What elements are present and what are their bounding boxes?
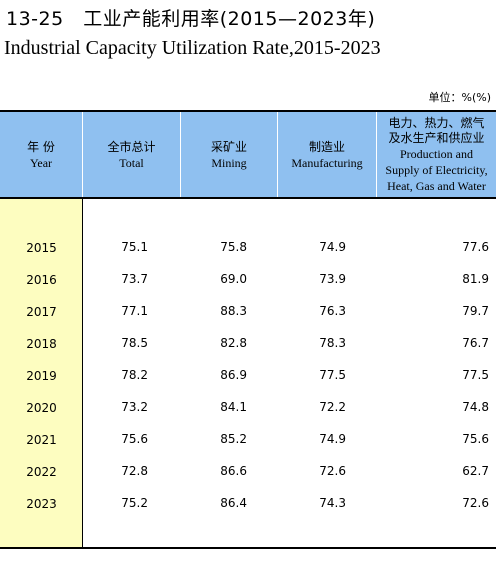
cell-manufacturing: 78.3 — [319, 336, 346, 350]
table-header: 年 份 Year 全市总计 Total 采矿业 Mining 制造业 Manuf… — [0, 112, 496, 197]
table-row: 2015 75.1 75.8 74.9 77.6 — [0, 231, 496, 263]
unit-label: 单位：%(%) — [428, 91, 492, 104]
cell-manufacturing: 74.9 — [319, 432, 346, 446]
header-year-en: Year — [29, 155, 53, 170]
cell-total: 75.2 — [121, 496, 148, 510]
header-mining-en: Mining — [211, 155, 247, 170]
table-title-english: Industrial Capacity Utilization Rate,201… — [4, 37, 381, 59]
table-row: 2017 77.1 88.3 76.3 79.7 — [0, 295, 496, 327]
cell-total: 78.5 — [121, 336, 148, 350]
cell-manufacturing: 76.3 — [319, 304, 346, 318]
cell-total: 75.6 — [121, 432, 148, 446]
cell-mining: 69.0 — [220, 272, 247, 286]
table-row: 2016 73.7 69.0 73.9 81.9 — [0, 263, 496, 295]
header-bottom-rule — [0, 197, 496, 199]
cell-utilities: 62.7 — [462, 464, 489, 478]
cell-mining: 75.8 — [220, 240, 247, 254]
year-column-background — [0, 199, 83, 548]
header-total-cn: 全市总计 — [107, 139, 156, 154]
cell-utilities: 72.6 — [462, 496, 489, 510]
cell-mining: 86.6 — [220, 464, 247, 478]
cell-year: 2018 — [26, 337, 57, 351]
table-row: 2023 75.2 86.4 74.3 72.6 — [0, 487, 496, 519]
cell-total: 73.2 — [121, 400, 148, 414]
cell-year: 2023 — [26, 497, 57, 511]
header-utilities: 电力、热力、燃气 及水生产和供应业 Production and Supply … — [377, 112, 496, 197]
cell-mining: 85.2 — [220, 432, 247, 446]
cell-year: 2022 — [26, 465, 57, 479]
cell-year: 2015 — [26, 241, 57, 255]
cell-year: 2021 — [26, 433, 57, 447]
header-manufacturing-en: Manufacturing — [291, 155, 363, 170]
cell-mining: 86.9 — [220, 368, 247, 382]
table-row: 2019 78.2 86.9 77.5 77.5 — [0, 359, 496, 391]
cell-utilities: 81.9 — [462, 272, 489, 286]
cell-manufacturing: 74.3 — [319, 496, 346, 510]
header-mining: 采矿业 Mining — [181, 112, 278, 197]
header-top-rule — [0, 110, 496, 112]
table-row: 2018 78.5 82.8 78.3 76.7 — [0, 327, 496, 359]
cell-year: 2019 — [26, 369, 57, 383]
cell-mining: 84.1 — [220, 400, 247, 414]
cell-utilities: 77.5 — [462, 368, 489, 382]
cell-mining: 82.8 — [220, 336, 247, 350]
cell-total: 77.1 — [121, 304, 148, 318]
header-manufacturing-cn: 制造业 — [308, 139, 345, 154]
header-year-cn: 年 份 — [27, 139, 55, 154]
cell-year: 2020 — [26, 401, 57, 415]
cell-utilities: 79.7 — [462, 304, 489, 318]
cell-utilities: 77.6 — [462, 240, 489, 254]
table-row: 2020 73.2 84.1 72.2 74.8 — [0, 391, 496, 423]
cell-total: 75.1 — [121, 240, 148, 254]
header-utilities-cn: 电力、热力、燃气 及水生产和供应业 — [388, 115, 485, 145]
cell-total: 73.7 — [121, 272, 148, 286]
cell-mining: 86.4 — [220, 496, 247, 510]
table-row: 2022 72.8 86.6 72.6 62.7 — [0, 455, 496, 487]
header-total: 全市总计 Total — [83, 112, 181, 197]
cell-utilities: 74.8 — [462, 400, 489, 414]
table-bottom-rule — [0, 547, 496, 549]
cell-total: 78.2 — [121, 368, 148, 382]
cell-manufacturing: 74.9 — [319, 240, 346, 254]
cell-utilities: 75.6 — [462, 432, 489, 446]
table-body: 2015 75.1 75.8 74.9 77.6 2016 73.7 69.0 … — [0, 231, 496, 519]
cell-manufacturing: 72.6 — [319, 464, 346, 478]
header-total-en: Total — [119, 155, 144, 170]
cell-utilities: 76.7 — [462, 336, 489, 350]
cell-year: 2017 — [26, 305, 57, 319]
cell-manufacturing: 73.9 — [319, 272, 346, 286]
cell-total: 72.8 — [121, 464, 148, 478]
table-title-chinese: 13-25 工业产能利用率(2015—2023年) — [6, 8, 376, 30]
header-manufacturing: 制造业 Manufacturing — [278, 112, 377, 197]
year-column-divider — [82, 199, 83, 548]
cell-manufacturing: 77.5 — [319, 368, 346, 382]
table-row: 2021 75.6 85.2 74.9 75.6 — [0, 423, 496, 455]
header-year: 年 份 Year — [0, 112, 83, 197]
header-mining-cn: 采矿业 — [210, 139, 247, 154]
cell-manufacturing: 72.2 — [319, 400, 346, 414]
cell-year: 2016 — [26, 273, 57, 287]
header-utilities-en: Production and Supply of Electricity, He… — [385, 146, 488, 193]
cell-mining: 88.3 — [220, 304, 247, 318]
